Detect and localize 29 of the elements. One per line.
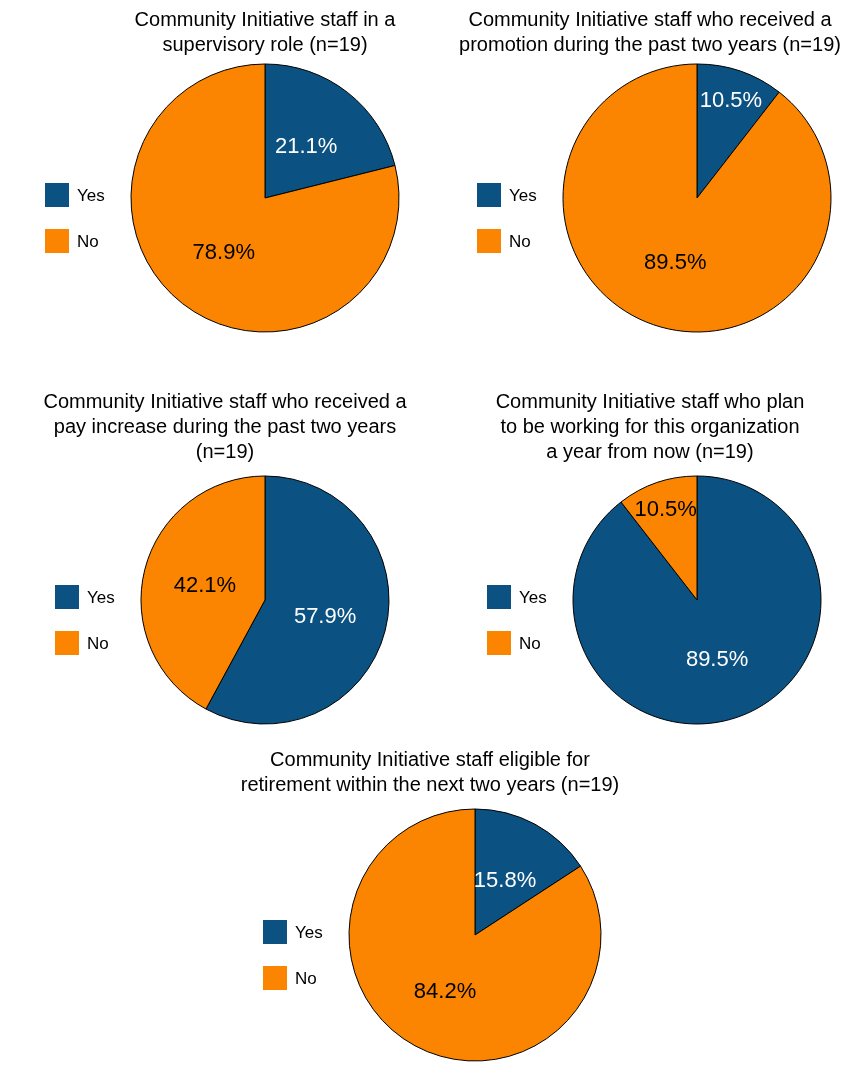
legend-label: No [295, 968, 317, 988]
data-label: 89.5% [644, 249, 707, 275]
data-label: 84.2% [413, 978, 477, 1004]
legend-label: Yes [519, 587, 547, 607]
data-label: 21.1% [275, 132, 338, 158]
legend-label: Yes [87, 587, 115, 607]
pie-slice [572, 475, 822, 725]
data-label: 15.8% [473, 867, 537, 893]
legend-label: Yes [509, 185, 537, 205]
chart-title: Community Initiative staff who received a pay increase during the past two years (n=19) [43, 390, 408, 462]
pie-slice [348, 808, 602, 1062]
data-label: 42.1% [173, 572, 237, 598]
legend-label: Yes [77, 185, 105, 205]
data-label: 78.9% [192, 238, 255, 264]
data-label: 89.5% [685, 646, 749, 672]
chart-title: Community Initiative staff in a supervisory role (n=19) [134, 8, 397, 55]
data-label: 57.9% [293, 602, 357, 628]
chart-title: Community Initiative staff who plan to be working for this organization a year from now (n=19) [495, 390, 805, 462]
legend-label: No [509, 231, 531, 251]
pie-slice [130, 63, 400, 333]
chart-title: Community Initiative staff eligible for retirement within the next two years (n=19) [240, 748, 620, 795]
legend-label: No [77, 231, 99, 251]
legend-label: No [519, 633, 541, 653]
chart-title: Community Initiative staff who received a promotion during the past two years (n=19) [459, 8, 841, 55]
legend-label: No [87, 633, 109, 653]
legend-label: Yes [295, 922, 323, 942]
data-label: 10.5% [699, 86, 763, 112]
data-label: 10.5% [634, 496, 697, 522]
pie-slice [562, 63, 832, 333]
